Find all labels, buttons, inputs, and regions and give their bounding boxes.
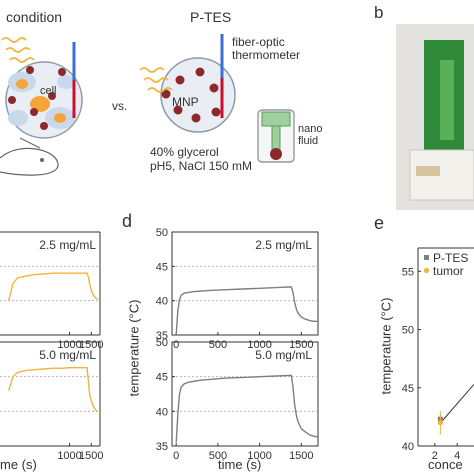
left-xtick-label: 1500	[79, 450, 103, 462]
panel-e-letter: e	[374, 213, 385, 233]
nano-label-1: nano	[298, 123, 323, 135]
panel-e-point-ptes	[437, 416, 443, 422]
panel-d-trace	[175, 374, 319, 443]
left-xlabel-partial: me (s)	[0, 457, 37, 472]
mnp-label: MNP	[172, 95, 199, 109]
panel-d-xtick-label: 1000	[247, 339, 271, 351]
panel-d-xtick-label: 0	[173, 450, 179, 462]
instrument-photo	[396, 24, 474, 210]
panel-e-legend-marker-tumor	[423, 267, 430, 274]
left-annotation: 2.5 mg/mL	[39, 238, 96, 252]
left-trace	[8, 272, 99, 301]
medium-line-2: pH5, NaCl 150 mM	[150, 159, 253, 173]
panel-e-ylabel: temperature (°C)	[378, 297, 394, 395]
panel-d-xlabel: time (s)	[218, 457, 262, 472]
panel-e-legend-label: P-TES	[433, 251, 468, 265]
panel-e-ytick-label: 40	[402, 441, 414, 453]
panel-d-annotation: 5.0 mg/mL	[255, 348, 312, 362]
thermometer-label-1: fiber-optic	[232, 35, 285, 49]
panel-d-xtick-label: 1500	[289, 339, 313, 351]
panel-b-letter: b	[374, 3, 384, 22]
panel-d-axes-box	[171, 341, 319, 447]
panel-d-ytick-label: 40	[156, 296, 168, 308]
thermometer-label-2: thermometer	[232, 48, 301, 62]
medium-line-1: 40% glycerol	[150, 145, 219, 159]
panel-e-xlabel-partial: conce	[428, 457, 463, 472]
panel-e-trend-line	[442, 383, 474, 421]
panel-d-annotation: 2.5 mg/mL	[255, 238, 312, 252]
vs-label: vs.	[112, 99, 128, 113]
left-xtick-label: 1500	[79, 339, 103, 351]
panel-e-ytick-label: 45	[402, 383, 414, 395]
panel-d-ytick-label: 35	[156, 441, 168, 453]
panel-d-ytick-label: 45	[156, 261, 168, 273]
cell-label: cell	[40, 85, 57, 97]
schematic	[0, 24, 474, 210]
panel-d-axes-box	[171, 231, 319, 336]
panel-d-xtick-label: 1500	[289, 450, 313, 462]
left-xtick-label: 1000	[57, 450, 81, 462]
panel-d-ytick-label: 35	[156, 330, 168, 342]
panel-d-ytick-label: 40	[156, 406, 168, 418]
right-heading: P-TES	[190, 9, 232, 25]
panel-d-ytick-label: 50	[156, 337, 168, 349]
vial-icon	[257, 109, 295, 163]
panel-d-trace	[175, 286, 318, 336]
panel-e-legend-marker-ptes	[424, 255, 429, 260]
panel-d-letter: d	[122, 211, 133, 231]
panel-d-xtick-label: 500	[209, 339, 227, 351]
panel-e-point-tumor	[437, 420, 443, 426]
panel-d-ylabel: temperature (°C)	[126, 299, 142, 397]
panel-e-legend-label: tumor	[433, 264, 464, 278]
panel-d-ytick-label: 45	[156, 372, 168, 384]
left-annotation: 5.0 mg/mL	[39, 348, 96, 362]
panel-e-ytick-label: 50	[402, 325, 414, 337]
cell-environment-illustration	[0, 42, 83, 176]
field-wave-icon-left	[1, 37, 35, 63]
left-trace	[8, 367, 99, 413]
left-xtick-label: 1000	[57, 339, 81, 351]
mnp-fluid-illustration	[160, 34, 236, 133]
field-wave-icon-right	[139, 67, 173, 93]
panel-e-ytick-label: 55	[402, 266, 414, 278]
nano-label-2: fluid	[298, 135, 319, 147]
left-heading: condition	[6, 9, 63, 25]
panel-d-xtick-label: 0	[173, 339, 179, 351]
